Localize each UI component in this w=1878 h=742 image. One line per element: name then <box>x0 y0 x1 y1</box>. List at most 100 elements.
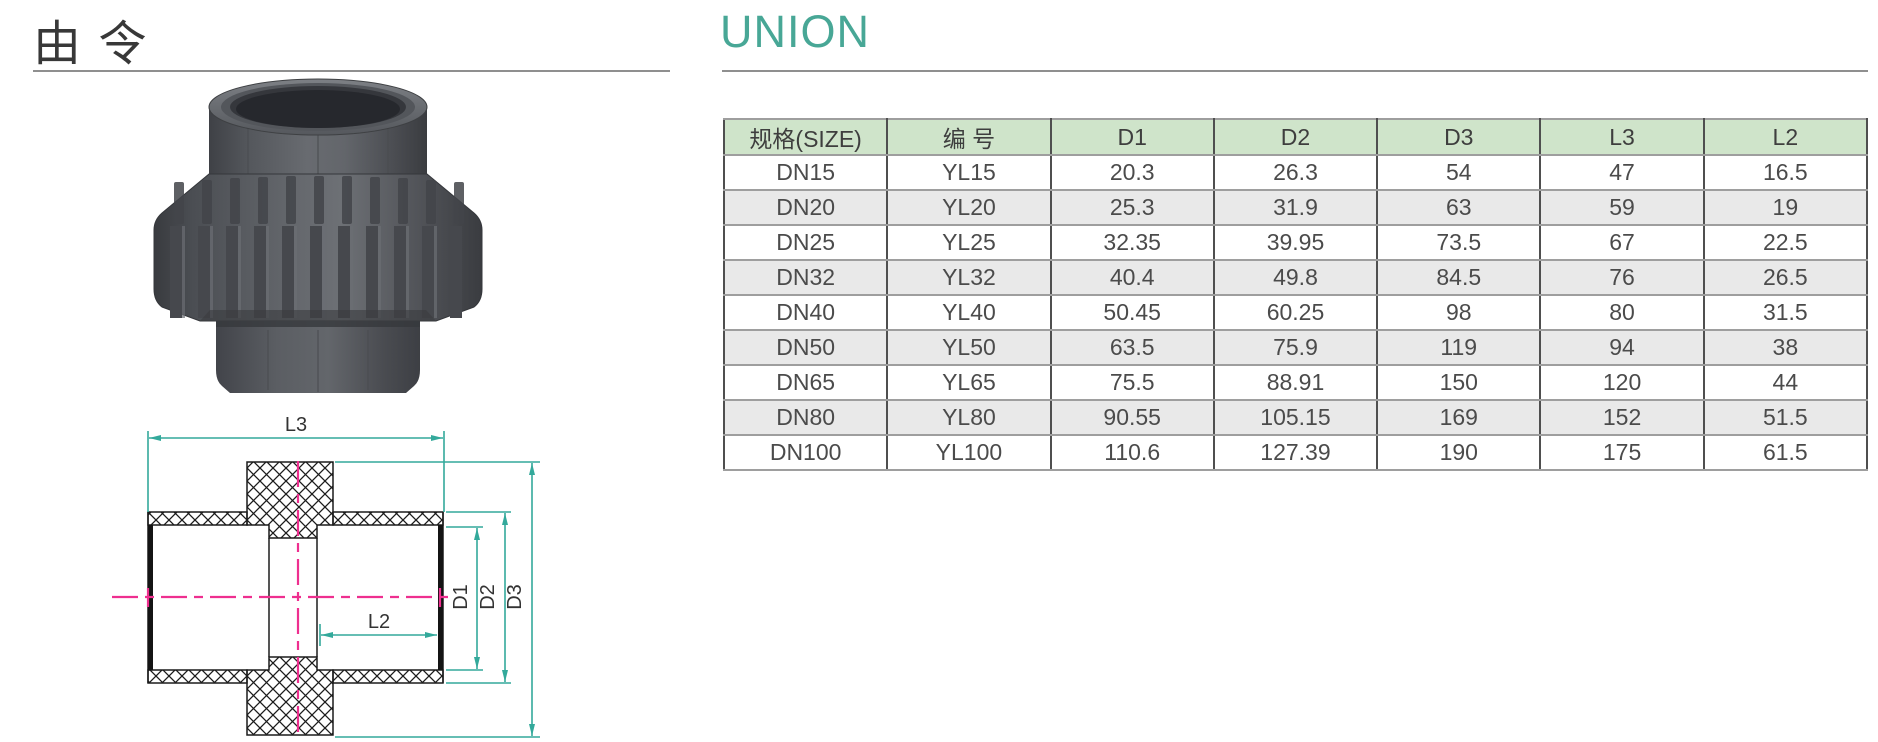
table-cell: 73.5 <box>1376 224 1542 261</box>
table-row: DN50 YL50 63.5 75.9 119 94 38 <box>722 329 1869 366</box>
table-cell: DN32 <box>722 259 889 296</box>
table-cell: 152 <box>1539 399 1705 436</box>
dim-label-l2: L2 <box>368 611 390 633</box>
table-cell: 169 <box>1376 399 1542 436</box>
table-cell: YL25 <box>886 224 1052 261</box>
table-row: DN65 YL65 75.5 88.91 150 120 44 <box>722 364 1869 401</box>
table-row: DN15 YL15 20.3 26.3 54 47 16.5 <box>722 154 1869 191</box>
title-divider-right <box>722 70 1868 72</box>
technical-drawing: L3 L2 D1 D2 D3 <box>112 414 540 739</box>
page-title-english: UNION <box>720 6 870 57</box>
dim-label-d1: D1 <box>450 584 472 610</box>
table-cell: YL50 <box>886 329 1052 366</box>
table-cell: DN65 <box>722 364 889 401</box>
product-photo-union-fitting <box>153 78 483 393</box>
table-cell: 150 <box>1376 364 1542 401</box>
table-cell: 22.5 <box>1702 224 1869 261</box>
col-header-d2: D2 <box>1212 118 1379 156</box>
table-cell: 119 <box>1376 329 1542 366</box>
nut-hatch-bottom <box>246 656 334 736</box>
dim-label-l3: L3 <box>285 414 307 436</box>
title-divider-left <box>33 70 670 72</box>
centerlines <box>112 461 452 739</box>
col-header-d3: D3 <box>1376 118 1542 156</box>
table-cell: 76 <box>1539 259 1705 296</box>
table-cell: 90.55 <box>1049 399 1215 436</box>
table-cell: DN80 <box>722 399 889 436</box>
table-cell: 59 <box>1539 189 1705 226</box>
spec-table: 规格(SIZE) 编 号 D1 D2 D3 L3 L2 DN15 YL15 20.3… <box>722 118 1869 471</box>
nut-hatch-top <box>246 461 334 539</box>
col-header-code: 编 号 <box>886 118 1052 156</box>
table-cell: 84.5 <box>1376 259 1542 296</box>
table-row: DN80 YL80 90.55 105.15 169 152 51.5 <box>722 399 1869 436</box>
table-cell: 19 <box>1702 189 1869 226</box>
col-header-d1: D1 <box>1049 118 1215 156</box>
table-cell: 31.5 <box>1702 294 1869 331</box>
table-cell: 75.5 <box>1049 364 1215 401</box>
table-cell: 39.95 <box>1212 224 1379 261</box>
table-cell: YL20 <box>886 189 1052 226</box>
table-cell: YL32 <box>886 259 1052 296</box>
dim-label-d2: D2 <box>477 584 499 610</box>
union-body-section <box>147 461 444 736</box>
lower-socket <box>216 321 420 393</box>
table-cell: DN100 <box>722 434 889 471</box>
table-row: DN25 YL25 32.35 39.95 73.5 67 22.5 <box>722 224 1869 261</box>
table-cell: DN15 <box>722 154 889 191</box>
table-cell: 40.4 <box>1049 259 1215 296</box>
table-cell: 67 <box>1539 224 1705 261</box>
table-cell: 32.35 <box>1049 224 1215 261</box>
table-cell: DN20 <box>722 189 889 226</box>
table-row: DN32 YL32 40.4 49.8 84.5 76 26.5 <box>722 259 1869 296</box>
table-cell: 175 <box>1539 434 1705 471</box>
table-cell: 120 <box>1539 364 1705 401</box>
table-cell: 63.5 <box>1049 329 1215 366</box>
union-nut <box>153 173 483 322</box>
table-row: DN40 YL40 50.45 60.25 98 80 31.5 <box>722 294 1869 331</box>
table-cell: 49.8 <box>1212 259 1379 296</box>
table-cell: 25.3 <box>1049 189 1215 226</box>
table-cell: 60.25 <box>1212 294 1379 331</box>
table-cell: 63 <box>1376 189 1542 226</box>
table-cell: 190 <box>1376 434 1542 471</box>
table-cell: 51.5 <box>1702 399 1869 436</box>
table-row: DN20 YL20 25.3 31.9 63 59 19 <box>722 189 1869 226</box>
page-title-chinese: 由 令 <box>33 18 149 71</box>
table-cell: 38 <box>1702 329 1869 366</box>
table-cell: 20.3 <box>1049 154 1215 191</box>
table-cell: 26.3 <box>1212 154 1379 191</box>
table-cell: 88.91 <box>1212 364 1379 401</box>
col-header-size: 规格(SIZE) <box>722 118 889 156</box>
table-cell: YL40 <box>886 294 1052 331</box>
upper-socket <box>208 78 428 175</box>
dim-label-d3: D3 <box>504 584 526 610</box>
table-cell: 127.39 <box>1212 434 1379 471</box>
table-cell: DN50 <box>722 329 889 366</box>
table-cell: YL100 <box>886 434 1052 471</box>
table-cell: 47 <box>1539 154 1705 191</box>
table-cell: 16.5 <box>1702 154 1869 191</box>
table-cell: 54 <box>1376 154 1542 191</box>
table-cell: 94 <box>1539 329 1705 366</box>
table-cell: 26.5 <box>1702 259 1869 296</box>
table-cell: DN40 <box>722 294 889 331</box>
table-cell: 98 <box>1376 294 1542 331</box>
table-cell: YL15 <box>886 154 1052 191</box>
table-cell: 50.45 <box>1049 294 1215 331</box>
table-cell: 31.9 <box>1212 189 1379 226</box>
col-header-l2: L2 <box>1702 118 1869 156</box>
table-cell: 75.9 <box>1212 329 1379 366</box>
col-header-l3: L3 <box>1539 118 1705 156</box>
table-cell: 44 <box>1702 364 1869 401</box>
dimension-lines <box>147 431 540 738</box>
table-row: DN100 YL100 110.6 127.39 190 175 61.5 <box>722 434 1869 471</box>
table-cell: 80 <box>1539 294 1705 331</box>
table-cell: DN25 <box>722 224 889 261</box>
table-cell: YL80 <box>886 399 1052 436</box>
table-cell: YL65 <box>886 364 1052 401</box>
spec-table-header: 规格(SIZE) 编 号 D1 D2 D3 L3 L2 <box>722 118 1869 156</box>
header-row: 规格(SIZE) 编 号 D1 D2 D3 L3 L2 <box>722 118 1869 156</box>
table-cell: 61.5 <box>1702 434 1869 471</box>
